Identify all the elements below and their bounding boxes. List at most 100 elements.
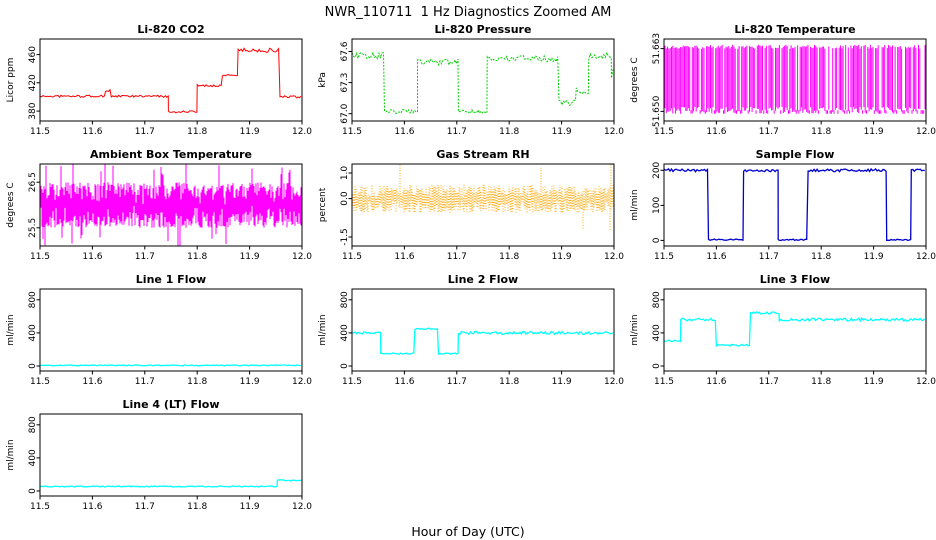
chart-li820-pressure: Li-820 Pressure kPa 11.5 11.6 11.7 11.8 11.9 12…	[312, 24, 624, 149]
panel-title: Sample Flow	[756, 149, 835, 161]
x-tick-label: 12.0	[604, 377, 624, 387]
x-tick-label: 11.7	[759, 252, 779, 262]
y-axis-label: kPa	[318, 72, 328, 88]
x-tick-label: 11.9	[240, 127, 260, 137]
series-line	[352, 51, 614, 115]
y-tick-label: 0	[28, 488, 38, 494]
chart-svg-line-2-flow: Line 2 Flow ml/min 11.5 11.6 11.7 11.8 11.9 12.…	[318, 274, 624, 387]
x-tick-label: 11.6	[394, 127, 414, 137]
x-tick-label: 11.9	[864, 252, 884, 262]
series-line	[352, 327, 614, 355]
chart-ambient-box-temperature: Ambient Box Temperature degrees C 11.5 11.6…	[0, 149, 312, 274]
y-tick-label: 400	[340, 324, 350, 341]
chart-line-4-lt-flow: Line 4 (LT) Flow ml/min 11.5 11.6 11.7 11.8 11…	[0, 399, 312, 524]
series-line	[664, 167, 925, 242]
x-tick-label: 11.8	[499, 377, 519, 387]
x-axis-label: Hour of Day (UTC)	[411, 524, 525, 539]
y-tick-label: 800	[340, 291, 350, 308]
panel-title: Li-820 Pressure	[435, 24, 532, 36]
x-tick-label: 12.0	[292, 127, 312, 137]
y-tick-label: 0	[28, 363, 38, 369]
x-tick-label: 11.5	[30, 377, 50, 387]
x-tick-label: 11.6	[706, 252, 726, 262]
y-tick-label: 67.3	[340, 73, 350, 93]
x-tick-label: 12.0	[292, 377, 312, 387]
series-line	[40, 479, 302, 488]
x-tick-label: 12.0	[604, 127, 624, 137]
x-tick-label: 12.0	[916, 127, 936, 137]
chart-line-1-flow: Line 1 Flow ml/min 11.5 11.6 11.7 11.8 11.9 12.…	[0, 274, 312, 399]
chart-svg-gas-stream-rh: Gas Stream RH percent 11.5 11.6 11.7 11.8 11.9…	[318, 149, 624, 262]
x-tick-label: 11.6	[394, 377, 414, 387]
x-tick-label: 11.8	[811, 377, 831, 387]
y-tick-label: 380	[28, 102, 38, 119]
plot-box	[351, 288, 615, 372]
x-tick-label: 11.6	[706, 377, 726, 387]
x-tick-label: 12.0	[916, 252, 936, 262]
y-tick-label: 0.0	[340, 191, 350, 206]
panel-title: Li-820 CO2	[137, 24, 204, 36]
panel-title: Gas Stream RH	[436, 149, 529, 161]
x-tick-label: 11.5	[342, 252, 362, 262]
x-tick-label: 11.9	[552, 127, 572, 137]
x-tick-label: 11.5	[342, 127, 362, 137]
y-tick-label: 460	[28, 46, 38, 63]
y-tick-label: 420	[28, 74, 38, 91]
plot-box	[351, 38, 615, 122]
y-tick-label: 200	[652, 161, 662, 178]
panel-title: Ambient Box Temperature	[90, 149, 252, 161]
chart-svg-li820-co2: Li-820 CO2 Licor ppm 11.5 11.6 11.7 11.8 11.9 1…	[6, 24, 312, 137]
plot-box	[39, 38, 303, 122]
y-tick-label: 0	[340, 363, 350, 369]
y-axis-label: Licor ppm	[6, 58, 16, 103]
x-tick-label: 11.6	[394, 252, 414, 262]
series-line	[664, 311, 926, 348]
panel-title: Line 2 Flow	[448, 274, 518, 286]
x-tick-label: 11.5	[30, 127, 50, 137]
y-tick-label: 1.0	[340, 166, 350, 181]
y-axis-label: ml/min	[6, 439, 16, 470]
chart-svg-line-3-flow: Line 3 Flow ml/min 11.5 11.6 11.7 11.8 11.9 12.…	[630, 274, 936, 387]
x-tick-label: 12.0	[292, 252, 312, 262]
x-tick-label: 11.5	[342, 377, 362, 387]
series-line	[664, 44, 926, 114]
series-line	[40, 164, 302, 246]
panel-title: Line 1 Flow	[136, 274, 206, 286]
y-tick-label: 25.5	[28, 218, 38, 238]
x-tick-label: 11.7	[135, 252, 155, 262]
x-tick-label: 11.8	[499, 252, 519, 262]
x-tick-label: 11.8	[811, 252, 831, 262]
series-line	[40, 47, 302, 114]
x-tick-label: 11.7	[135, 377, 155, 387]
x-tick-label: 11.7	[447, 127, 467, 137]
x-tick-label: 11.6	[82, 502, 102, 512]
y-tick-label: -1.5	[340, 228, 350, 246]
chart-svg-line-4-lt-flow: Line 4 (LT) Flow ml/min 11.5 11.6 11.7 11.8 11…	[6, 399, 312, 512]
x-tick-label: 12.0	[604, 252, 624, 262]
x-tick-label: 11.5	[30, 502, 50, 512]
y-tick-label: 800	[652, 291, 662, 308]
x-tick-label: 11.5	[654, 377, 674, 387]
chart-svg-li820-temperature: Li-820 Temperature degrees C 11.5 11.6 11.7 1…	[630, 24, 936, 137]
y-tick-label: 400	[652, 324, 662, 341]
x-tick-label: 11.6	[706, 127, 726, 137]
x-tick-label: 11.9	[864, 127, 884, 137]
y-tick-label: 26.5	[28, 172, 38, 192]
y-tick-label: 800	[28, 416, 38, 433]
x-tick-label: 11.7	[447, 377, 467, 387]
x-tick-label: 11.7	[135, 502, 155, 512]
x-tick-label: 11.7	[759, 127, 779, 137]
x-tick-label: 11.8	[811, 127, 831, 137]
y-axis-label: ml/min	[630, 314, 640, 345]
chart-line-3-flow: Line 3 Flow ml/min 11.5 11.6 11.7 11.8 11.9 12.…	[624, 274, 936, 399]
x-tick-label: 11.9	[240, 377, 260, 387]
x-tick-label: 11.6	[82, 127, 102, 137]
series-line	[352, 164, 614, 230]
x-tick-label: 11.5	[654, 252, 674, 262]
y-tick-label: 0	[652, 363, 662, 369]
panel-title: Li-820 Temperature	[734, 24, 855, 36]
x-tick-label: 11.5	[30, 252, 50, 262]
chart-line-2-flow: Line 2 Flow ml/min 11.5 11.6 11.7 11.8 11.9 12.…	[312, 274, 624, 399]
y-tick-label: 800	[28, 291, 38, 308]
